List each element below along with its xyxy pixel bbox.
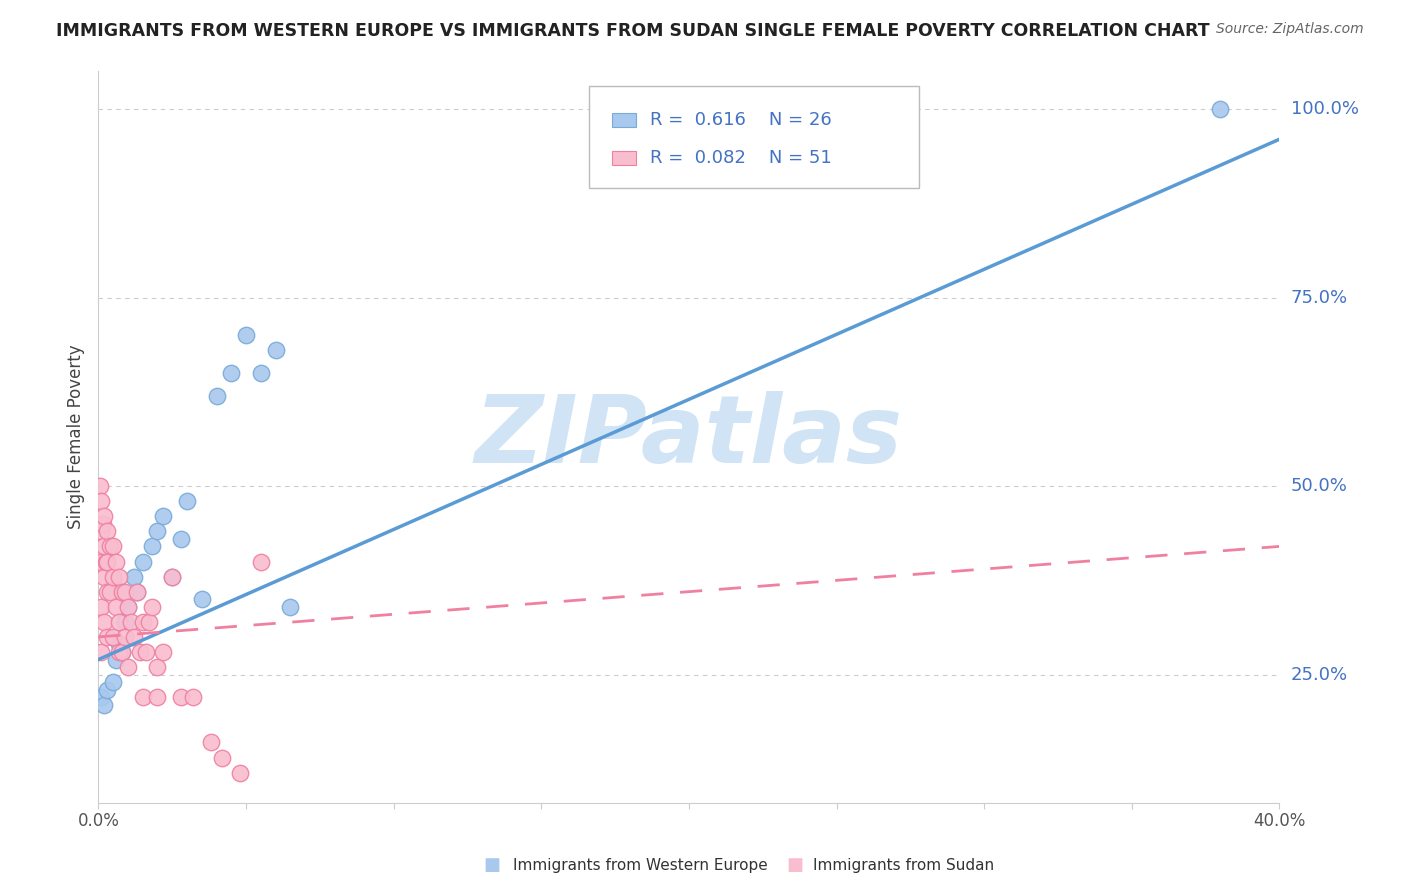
Point — [191, 592, 214, 607]
FancyBboxPatch shape — [612, 112, 636, 128]
Point — [146, 524, 169, 539]
Point — [96, 584, 118, 599]
Point — [170, 690, 193, 705]
Point — [125, 584, 148, 599]
Point — [93, 698, 115, 712]
Point — [89, 479, 111, 493]
Point — [176, 494, 198, 508]
Y-axis label: Single Female Poverty: Single Female Poverty — [66, 345, 84, 529]
Text: Immigrants from Western Europe: Immigrants from Western Europe — [513, 858, 768, 872]
Point — [94, 554, 117, 568]
Text: R =  0.082    N = 51: R = 0.082 N = 51 — [650, 149, 832, 167]
Point — [108, 637, 131, 651]
Text: ■: ■ — [484, 856, 501, 874]
Point — [93, 615, 115, 629]
Point — [103, 675, 125, 690]
Point — [219, 366, 242, 380]
Point — [264, 343, 287, 358]
Point — [132, 554, 155, 568]
Text: Source: ZipAtlas.com: Source: ZipAtlas.com — [1216, 22, 1364, 37]
Point — [90, 554, 112, 568]
Point — [152, 645, 174, 659]
Point — [98, 584, 121, 599]
Point — [90, 690, 112, 705]
Point — [128, 645, 150, 659]
Point — [117, 599, 139, 614]
Point — [1209, 102, 1232, 116]
Point — [170, 532, 193, 546]
Point — [111, 645, 134, 659]
Point — [108, 569, 131, 583]
Point — [103, 569, 125, 583]
Point — [96, 630, 118, 644]
Point — [162, 569, 183, 583]
Point — [93, 509, 115, 524]
Point — [93, 569, 115, 583]
Point — [91, 516, 114, 531]
Text: 50.0%: 50.0% — [1291, 477, 1347, 495]
Point — [162, 569, 183, 583]
Point — [105, 652, 128, 666]
Point — [135, 645, 157, 659]
Text: 40.0%: 40.0% — [1253, 812, 1306, 830]
Point — [229, 765, 252, 780]
Text: ZIPatlas: ZIPatlas — [475, 391, 903, 483]
Point — [122, 630, 145, 644]
Text: 0.0%: 0.0% — [77, 812, 120, 830]
Point — [90, 524, 112, 539]
Point — [250, 366, 273, 380]
Point — [103, 630, 125, 644]
Point — [205, 389, 228, 403]
Text: 100.0%: 100.0% — [1291, 100, 1358, 118]
Point — [114, 630, 136, 644]
Point — [250, 554, 273, 568]
Point — [132, 690, 155, 705]
Point — [132, 615, 155, 629]
Point — [103, 540, 125, 554]
Text: Immigrants from Sudan: Immigrants from Sudan — [813, 858, 994, 872]
Point — [211, 750, 233, 764]
Point — [105, 554, 128, 568]
Point — [181, 690, 204, 705]
Point — [141, 540, 163, 554]
Point — [108, 615, 131, 629]
Point — [111, 584, 134, 599]
Point — [90, 599, 112, 614]
Point — [117, 599, 139, 614]
Point — [114, 584, 136, 599]
Point — [93, 540, 115, 554]
Point — [98, 540, 121, 554]
Text: R =  0.616    N = 26: R = 0.616 N = 26 — [650, 112, 832, 129]
Point — [108, 645, 131, 659]
FancyBboxPatch shape — [589, 86, 920, 188]
Point — [141, 599, 163, 614]
Point — [200, 735, 222, 749]
Point — [117, 660, 139, 674]
Text: 75.0%: 75.0% — [1291, 289, 1348, 307]
Text: IMMIGRANTS FROM WESTERN EUROPE VS IMMIGRANTS FROM SUDAN SINGLE FEMALE POVERTY CO: IMMIGRANTS FROM WESTERN EUROPE VS IMMIGR… — [56, 22, 1211, 40]
Point — [146, 660, 169, 674]
Point — [146, 690, 169, 705]
Point — [125, 584, 148, 599]
Point — [96, 682, 118, 697]
Point — [278, 599, 302, 614]
Point — [120, 615, 142, 629]
Point — [96, 554, 118, 568]
Point — [152, 509, 174, 524]
Point — [90, 645, 112, 659]
Point — [122, 569, 145, 583]
Point — [90, 494, 112, 508]
Point — [96, 524, 118, 539]
Point — [235, 328, 257, 343]
Text: 25.0%: 25.0% — [1291, 665, 1348, 683]
Point — [105, 599, 128, 614]
Point — [114, 615, 136, 629]
Point — [138, 615, 160, 629]
FancyBboxPatch shape — [612, 151, 636, 165]
Point — [111, 645, 134, 659]
Text: ■: ■ — [786, 856, 803, 874]
